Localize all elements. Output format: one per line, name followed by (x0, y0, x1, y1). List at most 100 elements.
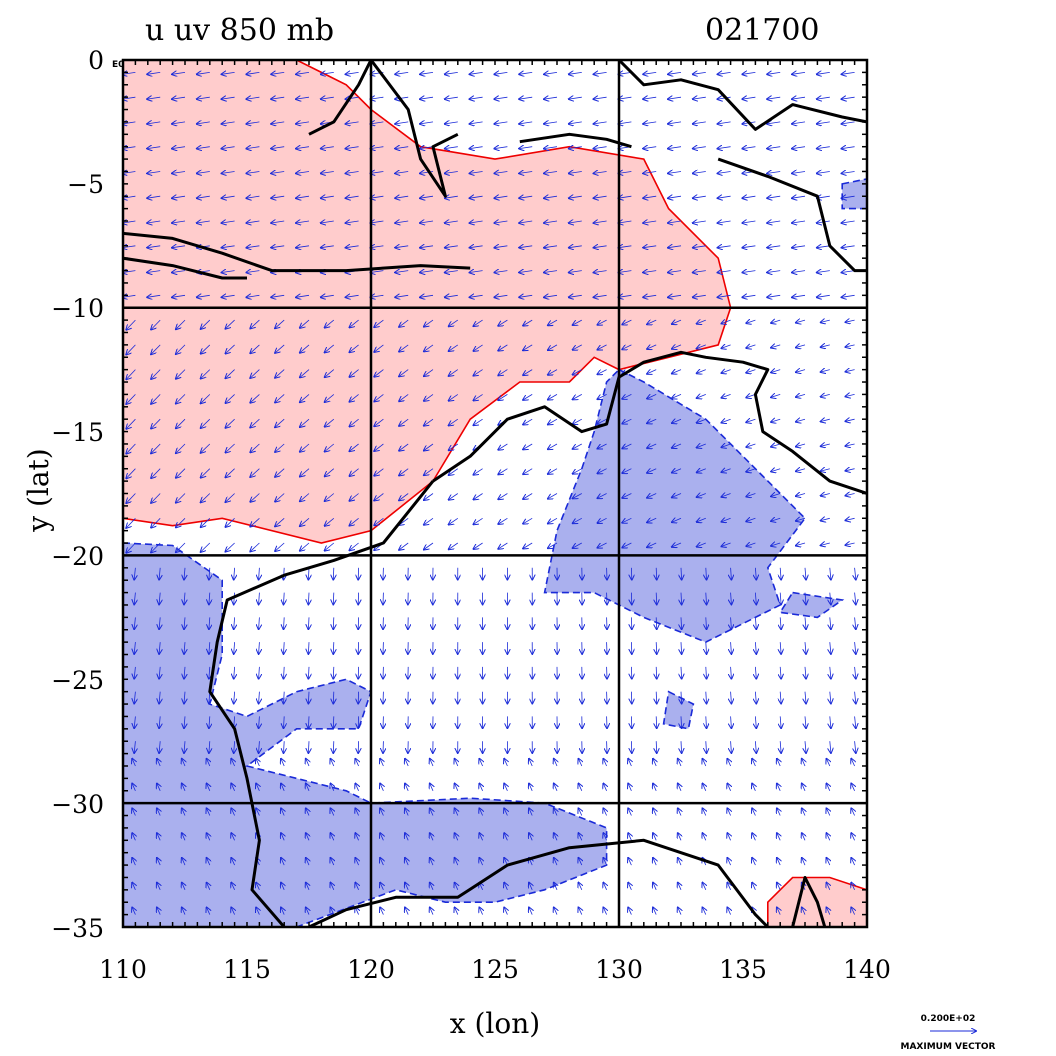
wind-vector (424, 369, 434, 377)
wind-vector (226, 394, 235, 403)
wind-vector (796, 370, 806, 373)
wind-vector (346, 122, 359, 124)
wind-vector (300, 517, 310, 526)
wind-vector (296, 221, 310, 223)
y-tick-label: −25 (51, 666, 104, 695)
wind-vector (234, 617, 235, 629)
vector-legend: 0.200E+02 MAXIMUM VECTOR (900, 1014, 995, 1052)
wind-vector (504, 808, 507, 816)
wind-vector (796, 518, 806, 521)
wind-vector (333, 666, 334, 679)
corner-label: E0 (112, 60, 124, 70)
wind-vector (306, 883, 309, 890)
wind-vector (752, 784, 755, 791)
wind-vector (573, 468, 582, 474)
wind-vector (842, 246, 855, 248)
wind-vector (855, 592, 856, 605)
wind-vector (445, 196, 458, 198)
wind-vector (643, 295, 657, 297)
wind-vector (693, 122, 706, 124)
coastline (208, 480, 435, 927)
wind-vector (569, 196, 582, 198)
wind-vector (201, 493, 211, 503)
wind-vector (817, 271, 830, 273)
wind-vector (157, 808, 160, 816)
wind-vector (792, 122, 806, 124)
wind-vector (370, 147, 384, 149)
wind-vector (184, 716, 185, 728)
wind-vector (693, 147, 706, 149)
wind-vector (727, 908, 730, 915)
wind-vector (529, 908, 532, 915)
wind-vector (209, 666, 210, 679)
wind-vector (731, 691, 732, 704)
wind-vector (445, 271, 458, 273)
wind-vector (374, 344, 384, 352)
wind-vector (742, 246, 756, 248)
wind-vector (668, 122, 682, 124)
wind-vector (693, 172, 706, 174)
wind-vector (777, 784, 780, 791)
wind-vector (395, 221, 409, 223)
wind-vector (672, 518, 682, 522)
wind-vector (573, 542, 582, 548)
wind-vector (284, 691, 285, 704)
wind-vector (569, 221, 582, 223)
wind-vector (792, 221, 806, 223)
wind-vector (706, 592, 707, 605)
wind-vector (197, 172, 210, 174)
wind-vector (792, 172, 806, 174)
wind-vector (780, 642, 781, 654)
wind-vector (792, 295, 806, 297)
wind-vector (250, 443, 260, 452)
wind-vector (430, 908, 433, 915)
wind-vector (201, 394, 211, 403)
wind-vector (445, 246, 458, 248)
wind-vector (420, 147, 434, 149)
wind-vector (123, 246, 136, 248)
wind-vector (333, 691, 334, 704)
wind-vector (234, 691, 235, 704)
wind-vector (355, 833, 358, 841)
y-tick-labels: 0 −5 −10 −15 −20 −25 −30 −35 (51, 46, 104, 943)
wind-vector (681, 592, 682, 605)
wind-vector (300, 394, 310, 402)
wind-vector (693, 196, 706, 198)
wind-vector (420, 271, 434, 273)
wind-vector (445, 97, 458, 99)
wind-vector (792, 72, 806, 74)
wind-vector (504, 759, 507, 767)
wind-vector (346, 72, 359, 74)
wind-vector (821, 494, 830, 496)
wind-vector (544, 97, 558, 99)
wind-vector (176, 518, 186, 527)
wind-vector (643, 246, 657, 248)
wind-vector (222, 271, 235, 273)
wind-vector (380, 833, 383, 841)
wind-vector (693, 246, 706, 248)
wind-vector (544, 72, 558, 74)
wind-vector (598, 369, 607, 375)
wind-vector (573, 418, 582, 424)
wind-vector (449, 443, 459, 450)
wind-vector (207, 883, 210, 890)
wind-vector (259, 617, 260, 629)
wind-vector (830, 666, 831, 679)
wind-vector (544, 147, 558, 149)
wind-vector (767, 97, 781, 99)
wind-vector (796, 320, 806, 323)
wind-vector (222, 147, 235, 149)
wind-vector (767, 221, 781, 223)
wind-vector (678, 858, 681, 866)
wind-vector (643, 97, 657, 99)
wind-vector (722, 370, 731, 373)
wind-vector (722, 320, 731, 323)
wind-vector (598, 517, 607, 523)
wind-vector (656, 716, 657, 728)
vector-legend-value: 0.200E+02 (921, 1014, 976, 1024)
wind-vector (271, 172, 285, 174)
wind-vector (449, 344, 459, 351)
wind-vector (821, 419, 830, 421)
wind-vector (767, 295, 781, 297)
wind-vector (554, 908, 557, 915)
